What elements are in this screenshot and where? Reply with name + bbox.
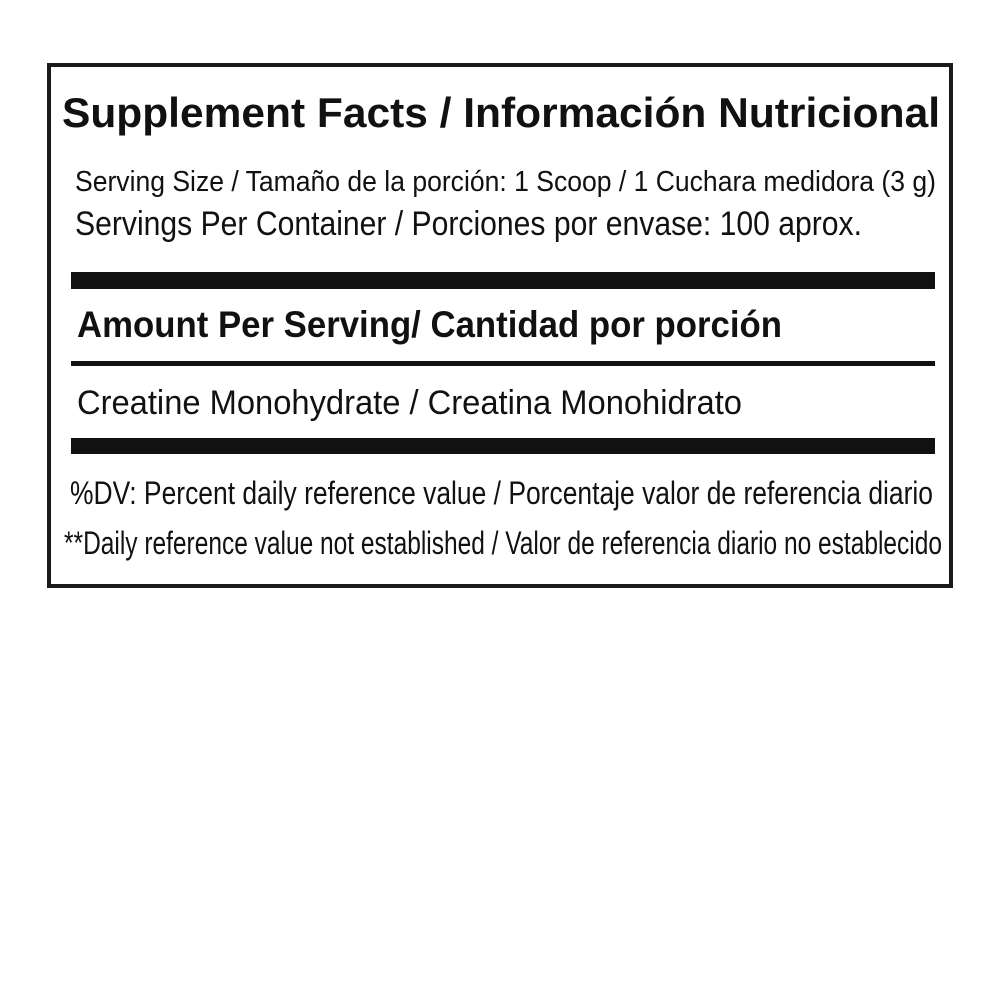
label-title: Supplement Facts / Información Nutricion… xyxy=(62,89,940,136)
thick-divider xyxy=(71,438,935,454)
footnote-dv: %DV: Percent daily reference value / Por… xyxy=(70,475,933,511)
serving-size: Serving Size / Tamaño de la porción: 1 S… xyxy=(75,166,936,198)
thin-divider xyxy=(71,361,935,366)
supplement-facts-panel xyxy=(47,63,953,588)
thick-divider xyxy=(71,272,935,289)
servings-per-container: Servings Per Container / Porciones por e… xyxy=(75,205,862,243)
footnote-not-established: **Daily reference value not established … xyxy=(64,525,942,561)
ingredient-row: Creatine Monohydrate / Creatina Monohidr… xyxy=(77,384,742,422)
amount-per-serving-header: Amount Per Serving/ Cantidad por porción xyxy=(77,304,782,345)
